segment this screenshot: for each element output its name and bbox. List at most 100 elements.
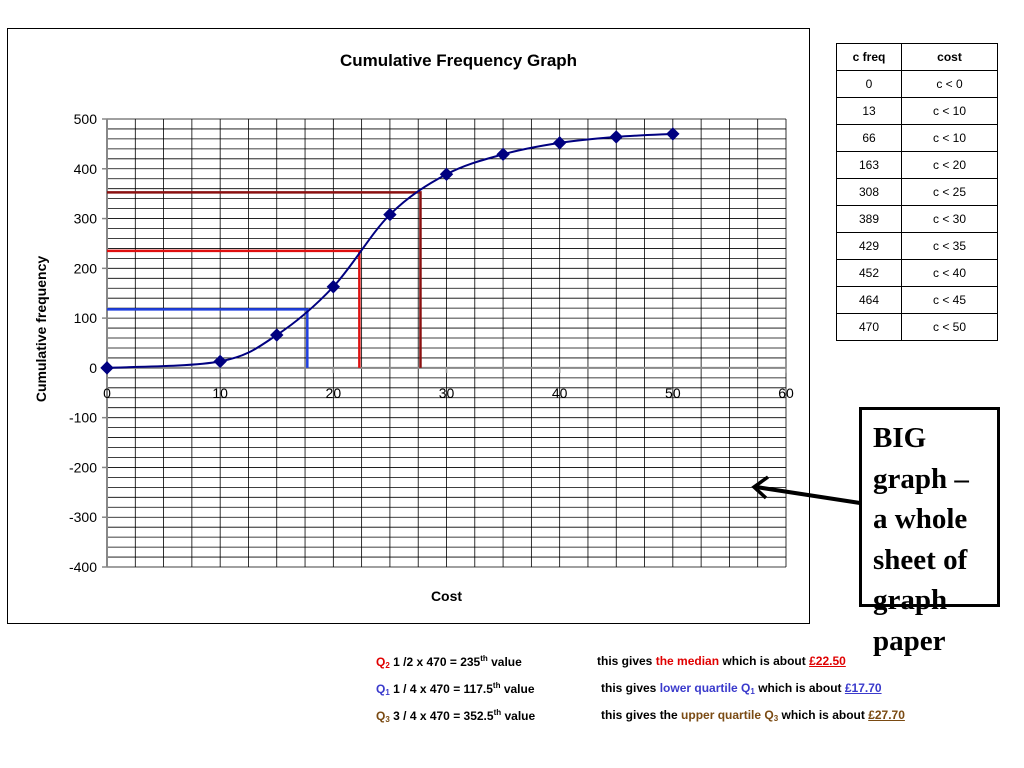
cell-cost: c < 10 (901, 124, 998, 152)
q1-about: which is about (758, 681, 842, 695)
x-tick-label: 60 (778, 385, 794, 401)
y-tick-label: 0 (89, 360, 97, 376)
table-row: 452 c < 40 (836, 259, 998, 287)
cell-cost: c < 25 (901, 178, 998, 206)
y-axis-label: Cumulative frequency (33, 256, 49, 402)
data-point-marker (496, 147, 510, 162)
table-row: 429 c < 35 (836, 232, 998, 260)
q1-sup: th (492, 681, 501, 690)
data-point-marker (326, 280, 341, 294)
callout-line: graph (873, 584, 948, 616)
q3-sup: th (493, 708, 502, 717)
q2-about: which is about (722, 654, 806, 668)
callout-line: a whole (873, 503, 968, 535)
cell-cost: c < 20 (901, 151, 998, 179)
x-tick-label: 0 (103, 385, 111, 401)
table-row: 389 c < 30 (836, 205, 998, 233)
data-point-marker (270, 328, 284, 342)
cell-c-freq: 66 (836, 124, 902, 152)
y-tick-label: 400 (74, 161, 98, 177)
q1-calc: 1 / 4 x 470 = 117.5 (393, 682, 493, 696)
cumulative-frequency-curve (106, 132, 673, 369)
cell-c-freq: 308 (836, 178, 902, 206)
data-point-marker (100, 361, 114, 375)
y-tick-label: -300 (69, 509, 97, 525)
data-point-marker (552, 136, 567, 150)
q3-gives: this gives the (601, 708, 678, 722)
q3-amount: £27.70 (868, 708, 905, 722)
q3-about: which is about (781, 708, 865, 722)
q1-label: Q1 (376, 682, 390, 697)
callout-box (859, 407, 1000, 607)
cell-c-freq: 470 (836, 313, 902, 341)
callout-line: BIG (873, 422, 927, 454)
cell-cost: c < 0 (901, 70, 998, 98)
x-tick-label: 30 (439, 385, 455, 401)
q3-term: upper quartile Q3 (681, 708, 779, 723)
cell-cost: c < 35 (901, 232, 998, 260)
cell-c-freq: 452 (836, 259, 902, 287)
table-header-row: c freq cost (836, 43, 998, 71)
q3-value-word: value (504, 709, 536, 723)
cell-c-freq: 13 (836, 97, 902, 125)
y-tick-label: 300 (74, 211, 98, 227)
q1-value-word: value (503, 682, 535, 696)
callout-line: paper (873, 624, 946, 657)
q2-gives: this gives (597, 654, 653, 668)
q1-amount: £17.70 (844, 681, 882, 695)
cell-c-freq: 464 (836, 286, 902, 314)
y-tick-label: -100 (69, 410, 97, 426)
quartile-guide-line (107, 249, 361, 368)
callout-line: graph – (873, 462, 969, 495)
data-point-marker (666, 127, 680, 141)
y-tick-label: 200 (74, 260, 98, 276)
cell-cost: c < 45 (901, 286, 998, 314)
cell-cost: c < 30 (901, 205, 998, 233)
q2-value-word: value (491, 655, 522, 669)
cell-cost: c < 50 (901, 313, 998, 341)
q2-label: Q2 (376, 655, 390, 670)
column-header-c-freq: c freq (836, 43, 902, 71)
y-tick-label: -200 (69, 459, 97, 475)
q1-gives: this gives (601, 681, 657, 695)
cumulative-frequency-chart: Cumulative Frequency Graph50040030020010… (33, 51, 794, 604)
x-axis-label: Cost (431, 588, 462, 604)
data-point-marker (609, 130, 623, 144)
x-tick-label: 40 (552, 385, 568, 401)
chart-title: Cumulative Frequency Graph (340, 51, 577, 70)
quartile-guide-line (107, 308, 309, 368)
cell-cost: c < 10 (901, 97, 998, 125)
cell-c-freq: 389 (836, 205, 902, 233)
table-row: 13 c < 10 (836, 97, 998, 125)
y-tick-label: 500 (74, 111, 98, 127)
arrow-shaft (755, 485, 861, 505)
x-tick-label: 50 (665, 385, 681, 401)
arrow-head (751, 475, 770, 500)
y-tick-label: 100 (74, 310, 98, 326)
quartile-guide-line (107, 191, 422, 368)
x-tick-label: 20 (326, 385, 342, 401)
q3-label: Q3 (376, 709, 390, 724)
data-point-marker (213, 354, 227, 369)
column-header-cost: cost (901, 43, 998, 71)
cell-c-freq: 429 (836, 232, 902, 260)
cell-c-freq: 163 (836, 151, 902, 179)
chart-frame: Cumulative Frequency Graph 500 400 300 200 10… (7, 28, 810, 624)
q1-term: lower quartile Q1 (659, 681, 755, 696)
q2-amount: £22.50 (809, 654, 846, 668)
table-row: 66 c < 10 (836, 124, 998, 152)
table-row: 163 c < 20 (836, 151, 998, 179)
cell-c-freq: 0 (836, 70, 902, 98)
pointer-arrow (751, 475, 861, 505)
data-point-marker (383, 207, 397, 222)
cell-cost: c < 40 (901, 259, 998, 287)
x-tick-label: 10 (212, 385, 228, 401)
q2-calc: 1 /2 x 470 = 235 (393, 655, 481, 669)
q2-sup: th (480, 654, 488, 663)
table-row: 308 c < 25 (836, 178, 998, 206)
callout-text: BIG graph – a whole sheet of graph paper (873, 418, 1023, 661)
y-tick-label: -400 (69, 559, 97, 575)
q2-term: the median (655, 654, 720, 668)
